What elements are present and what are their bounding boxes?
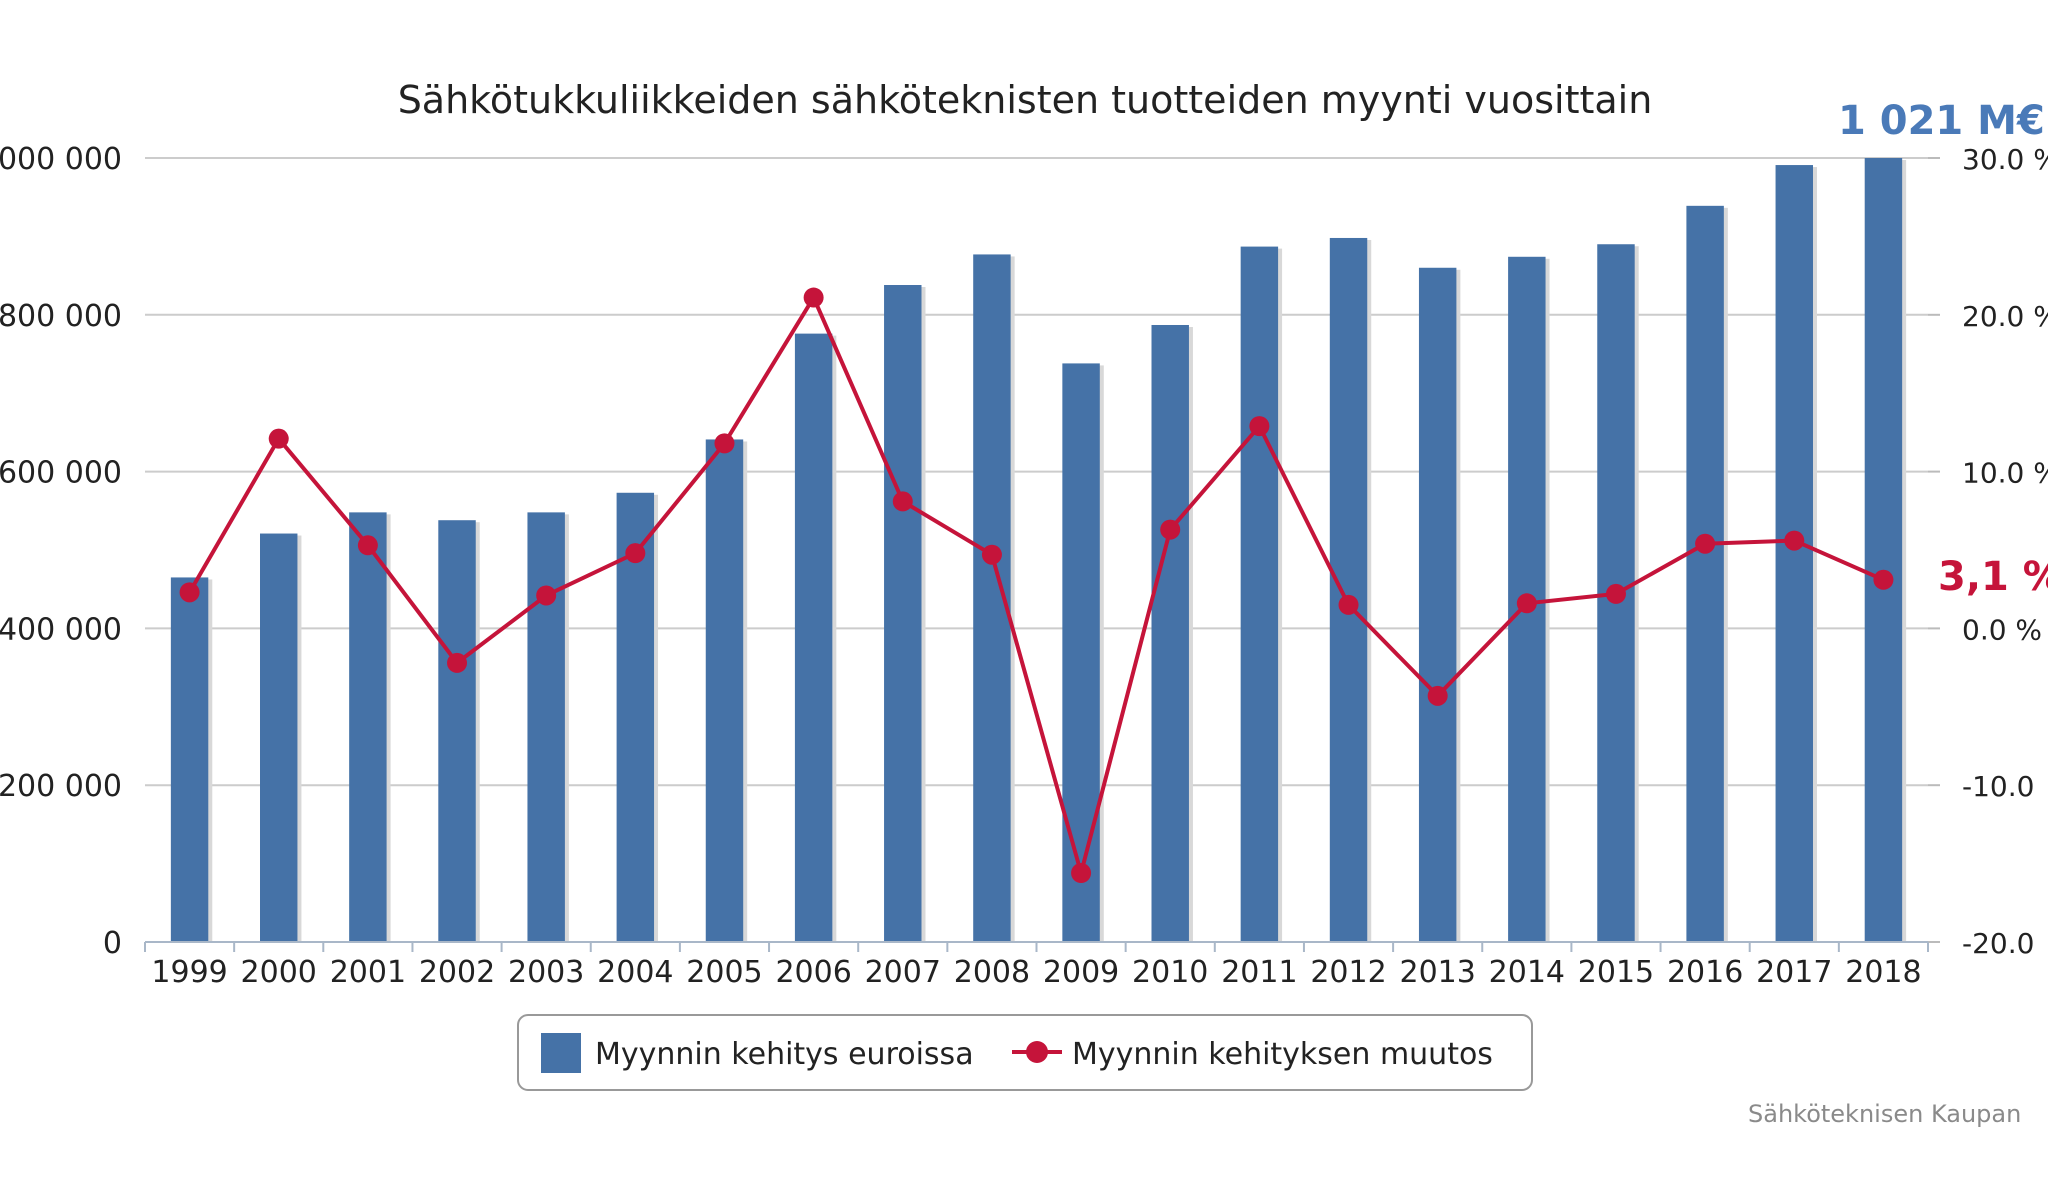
- bar: [794, 333, 833, 943]
- right-axis-tick-label: 10.0 %: [1962, 457, 2048, 490]
- x-axis-tick-label: 2007: [865, 955, 941, 990]
- bar: [705, 439, 744, 942]
- line-point: [447, 652, 468, 673]
- total-value-annotation: 1 021 M€: [1838, 98, 2045, 144]
- line-point: [803, 287, 824, 308]
- x-axis-tick-label: 2002: [419, 955, 495, 990]
- x-axis-tick-label: 2011: [1221, 955, 1297, 990]
- bar: [170, 577, 209, 942]
- line-point: [268, 428, 289, 449]
- line-point: [536, 585, 557, 606]
- x-axis-tick-label: 2009: [1043, 955, 1119, 990]
- legend: Myynnin kehitys euroissa Myynnin kehityk…: [517, 1014, 1533, 1091]
- line-point: [625, 543, 646, 564]
- legend-line-marker: [1026, 1041, 1048, 1063]
- legend-bar-swatch: [541, 1033, 581, 1073]
- right-axis-tick-label: 30.0 %: [1962, 143, 2048, 176]
- left-axis-tick-label: 400 000: [0, 612, 122, 647]
- change-value-annotation: 3,1 %: [1938, 554, 2048, 600]
- x-axis-tick-label: 2015: [1578, 955, 1654, 990]
- legend-bar-label: Myynnin kehitys euroissa: [595, 1037, 974, 1072]
- left-axis-tick-label: 800 000: [0, 299, 122, 334]
- left-axis-tick-label: 600 000: [0, 456, 122, 491]
- x-axis-tick-label: 2010: [1132, 955, 1208, 990]
- left-axis-tick-label: 000 000: [0, 142, 122, 177]
- x-axis-tick-label: 2016: [1667, 955, 1743, 990]
- chart-title: Sähkötukkuliikkeiden sähköteknisten tuot…: [398, 78, 1653, 122]
- x-axis-tick-label: 2012: [1310, 955, 1386, 990]
- line-series: [179, 287, 1894, 884]
- left-axis-tick-label: 200 000: [0, 769, 122, 804]
- x-axis-tick-label: 2001: [330, 955, 406, 990]
- right-axis-tick-label: 0.0 %: [1962, 613, 2042, 646]
- bar: [438, 520, 476, 942]
- bar: [260, 533, 298, 942]
- line-point: [357, 535, 378, 556]
- line-point: [1427, 685, 1448, 706]
- right-axis-tick-label: 20.0 %: [1962, 300, 2048, 333]
- line-point: [1605, 583, 1626, 604]
- gridlines: [145, 157, 1928, 787]
- bar: [1062, 363, 1100, 943]
- line-point: [981, 544, 1002, 565]
- series-line: [187, 295, 1885, 876]
- bar: [1686, 205, 1724, 943]
- x-axis-tick-label: 2018: [1845, 955, 1921, 990]
- x-axis-tick-label: 2013: [1399, 955, 1475, 990]
- legend-line-label: Myynnin kehityksen muutos: [1072, 1037, 1493, 1072]
- right-axis-tick-label: -20.0: [1962, 927, 2034, 960]
- line-point: [1784, 530, 1805, 551]
- bar-series: [170, 158, 1907, 943]
- line-point: [1160, 519, 1181, 540]
- axes: 0 200 000 400 000 600 000 800 000 000 000 -20.…: [0, 142, 2048, 990]
- line-point: [1695, 533, 1716, 554]
- line-point: [1071, 863, 1092, 884]
- x-axis-tick-label: 2017: [1756, 955, 1832, 990]
- x-axis-tick-label: 2005: [686, 955, 762, 990]
- bar: [349, 512, 387, 942]
- line-point: [892, 491, 913, 512]
- bar: [1418, 267, 1457, 942]
- bar: [1775, 165, 1813, 942]
- line-point: [714, 433, 735, 454]
- x-axis-tick-label: 1999: [151, 955, 227, 990]
- left-axis-tick-label: 0: [103, 926, 122, 961]
- x-axis-tick-label: 2000: [241, 955, 317, 990]
- x-axis-tick-label: 2004: [597, 955, 673, 990]
- line-point: [179, 582, 200, 603]
- line-point: [1338, 594, 1359, 615]
- right-axis-tick-label: -10.0: [1962, 770, 2034, 803]
- bar: [1864, 158, 1903, 942]
- bar: [527, 512, 565, 942]
- bar: [1329, 237, 1368, 942]
- x-axis-tick-label: 2006: [775, 955, 851, 990]
- bar: [1151, 324, 1189, 942]
- line-point: [1249, 416, 1270, 437]
- x-axis-tick-label: 2014: [1489, 955, 1565, 990]
- bar: [616, 492, 655, 942]
- x-axis-tick-label: 2008: [954, 955, 1030, 990]
- x-axis-tick-label: 2003: [508, 955, 584, 990]
- bar: [1240, 246, 1279, 943]
- line-point: [1873, 569, 1894, 590]
- source-credit: Sähköteknisen Kaupan: [1748, 1100, 2021, 1128]
- line-point: [1516, 593, 1537, 614]
- bar: [884, 285, 922, 942]
